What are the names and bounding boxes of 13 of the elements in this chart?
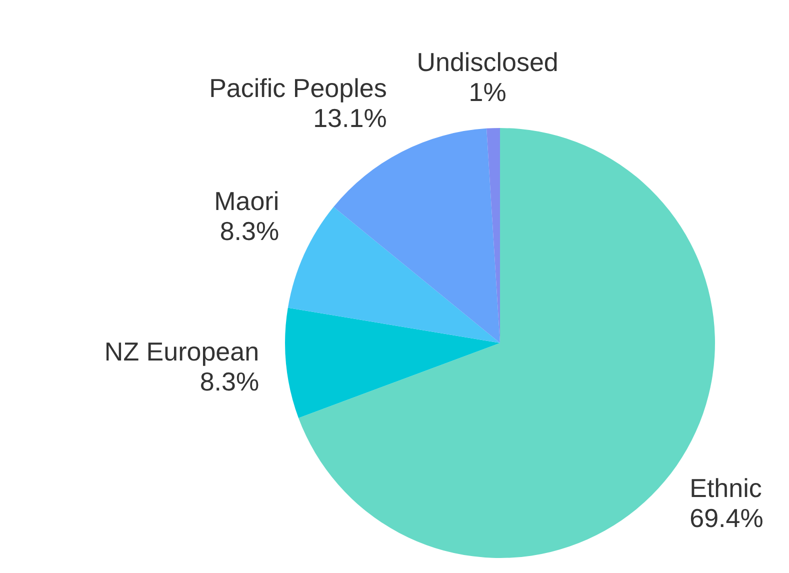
slice-label: NZ European bbox=[104, 336, 260, 367]
data-label: 8.3% bbox=[220, 216, 280, 246]
data-label: 13.1% bbox=[313, 103, 387, 134]
slice-label: Undisclosed bbox=[416, 47, 558, 78]
data-label: 8.3% bbox=[200, 366, 260, 397]
data-label: 1% bbox=[468, 77, 506, 108]
slice-label: Maori bbox=[214, 186, 280, 216]
data-label: 69.4% bbox=[690, 503, 764, 534]
pie-slice bbox=[288, 206, 500, 343]
pie-slice bbox=[334, 128, 500, 343]
slice-label: Pacific Peoples bbox=[209, 73, 387, 104]
pie-slice bbox=[285, 308, 500, 418]
slice-label: Ethnic bbox=[690, 473, 762, 504]
